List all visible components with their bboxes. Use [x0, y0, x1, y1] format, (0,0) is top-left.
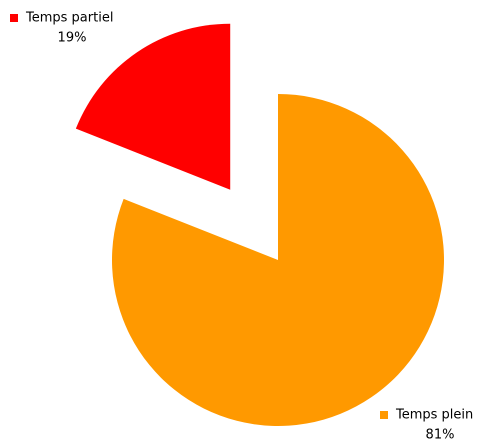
slice-value-label: 19%	[58, 31, 87, 46]
legend-swatch	[10, 14, 18, 22]
pie-slice	[111, 94, 444, 426]
legend-swatch	[380, 411, 388, 419]
slice-label: Temps plein	[395, 408, 473, 423]
slice-label: Temps partiel	[25, 11, 113, 26]
slice-value-label: 81%	[426, 428, 455, 440]
pie-slice	[75, 23, 231, 190]
